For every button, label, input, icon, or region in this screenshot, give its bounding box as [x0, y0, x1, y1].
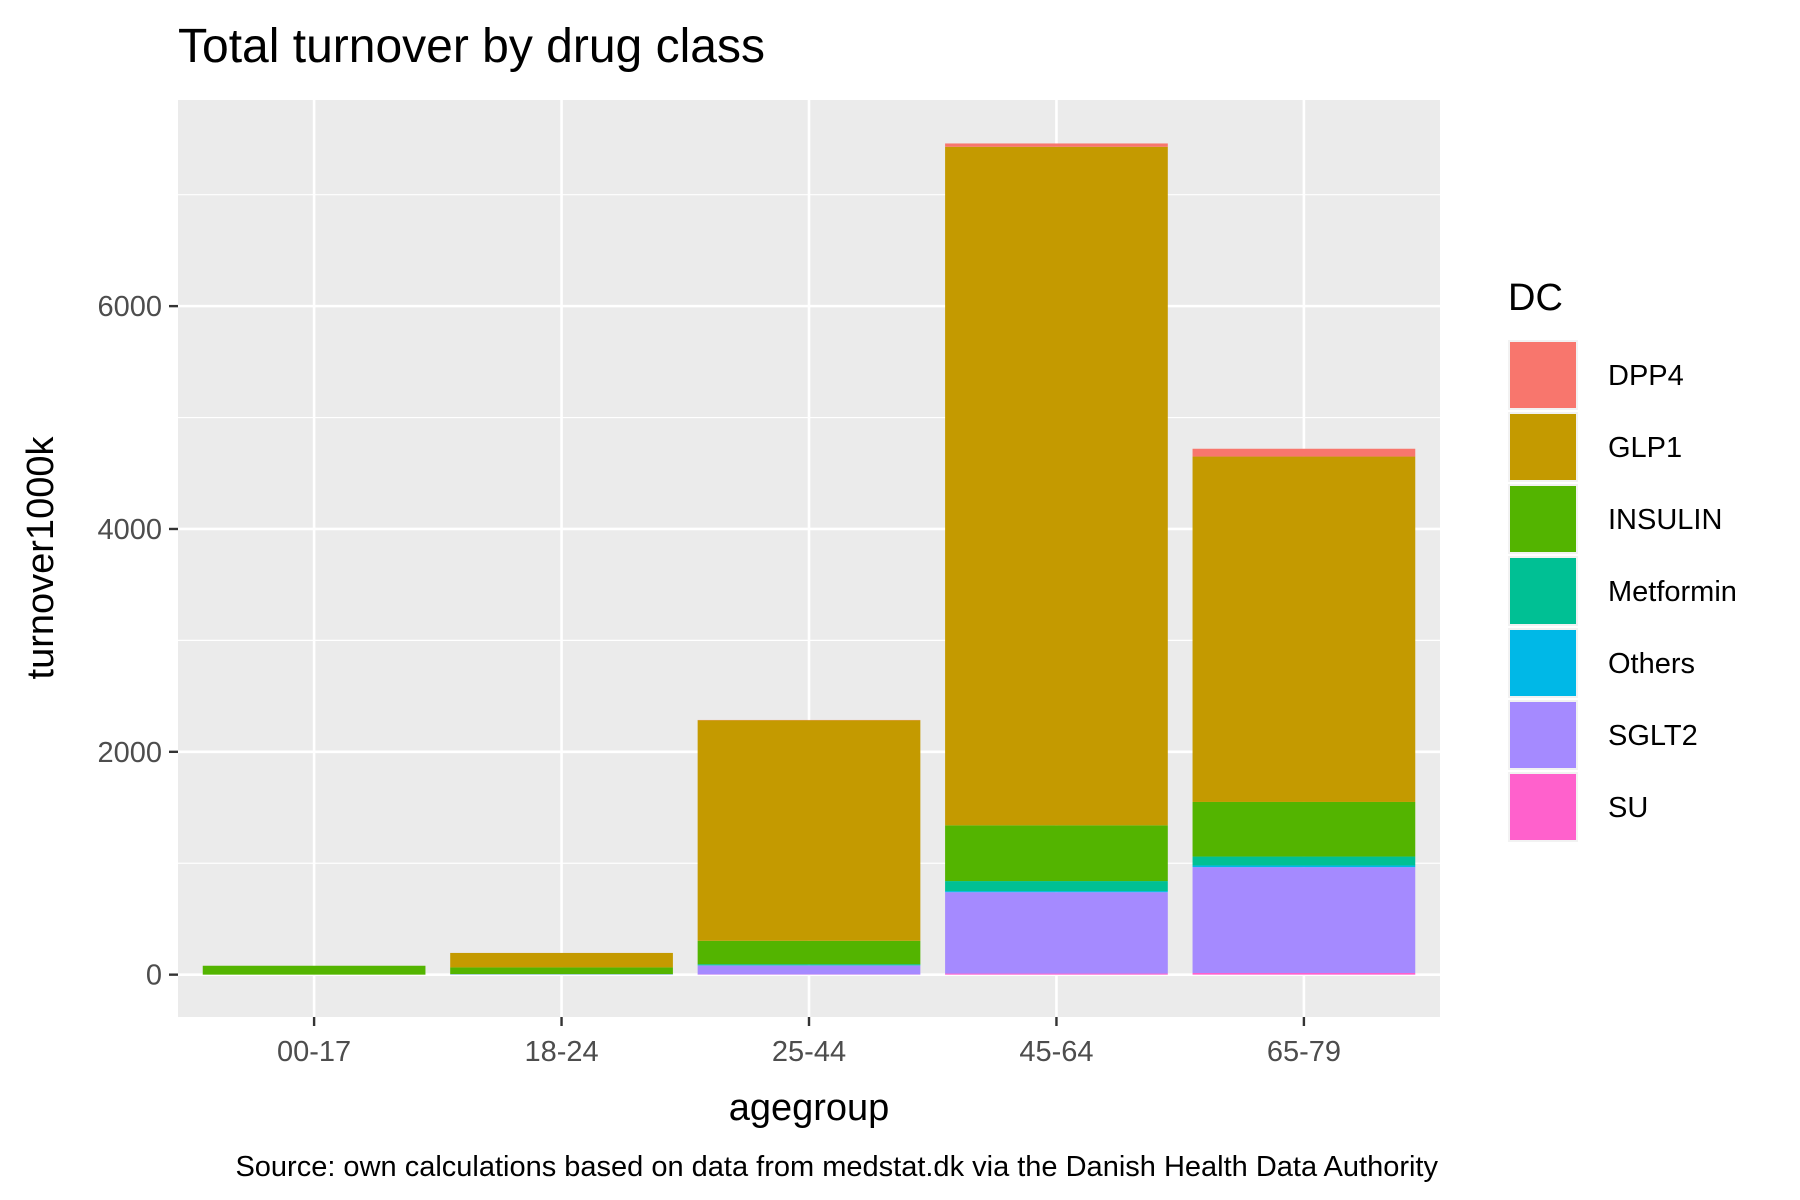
legend-swatch-sglt2	[1510, 702, 1576, 768]
bar-insulin-65-79	[1192, 801, 1416, 857]
bar-dpp4-45-64	[945, 143, 1168, 147]
legend-swatch-su	[1510, 774, 1576, 840]
legend-label-insulin: INSULIN	[1608, 504, 1722, 536]
x-axis-label: agegroup	[729, 1087, 890, 1129]
y-tick-label: 4000	[97, 514, 162, 546]
bar-others-45-64	[945, 891, 1168, 893]
bar-metformin-65-79	[1192, 856, 1416, 866]
bar-glp1-45-64	[945, 146, 1168, 826]
bar-su-45-64	[945, 973, 1168, 975]
y-tick-label: 2000	[97, 737, 162, 769]
legend-label-others: Others	[1608, 648, 1695, 680]
bar-insulin-45-64	[945, 825, 1168, 882]
x-tick-label: 25-44	[772, 1036, 846, 1068]
x-axis: 00-17 18-24 25-44 45-64 65-79	[277, 1017, 1341, 1068]
bar-insulin-25-44	[697, 940, 921, 965]
bar-metformin-25-44	[697, 964, 921, 966]
bar-sglt2-65-79	[1192, 867, 1416, 973]
legend-label-metformin: Metformin	[1608, 576, 1737, 608]
bar-su-65-79	[1192, 972, 1416, 975]
bar-glp1-25-44	[697, 720, 921, 941]
legend: DC DPP4 GLP1 INSULIN Metformin Others SGLT2 SU	[1508, 277, 1737, 842]
legend-label-su: SU	[1608, 792, 1648, 824]
legend-swatch-insulin	[1510, 486, 1576, 552]
legend-swatch-glp1	[1510, 414, 1576, 480]
bar-insulin-00-17	[202, 965, 426, 975]
legend-label-dpp4: DPP4	[1608, 360, 1684, 392]
legend-label-glp1: GLP1	[1608, 432, 1682, 464]
y-tick-label: 6000	[97, 291, 162, 323]
y-axis-label: turnover1000k	[20, 436, 62, 680]
bar-insulin-18-24	[450, 967, 673, 975]
chart-title: Total turnover by drug class	[178, 20, 765, 73]
x-tick-label: 00-17	[277, 1036, 351, 1068]
legend-swatch-others	[1510, 630, 1576, 696]
bars	[202, 143, 1416, 975]
x-tick-label: 65-79	[1267, 1036, 1341, 1068]
legend-swatch-dpp4	[1510, 342, 1576, 408]
y-axis: 0 2000 4000 6000	[97, 291, 178, 992]
bar-glp1-18-24	[450, 952, 673, 968]
x-tick-label: 45-64	[1019, 1036, 1093, 1068]
bar-sglt2-45-64	[945, 892, 1168, 974]
bar-glp1-65-79	[1192, 456, 1416, 802]
x-tick-label: 18-24	[524, 1036, 598, 1068]
bar-dpp4-65-79	[1192, 448, 1416, 457]
legend-title: DC	[1508, 277, 1563, 319]
legend-label-sglt2: SGLT2	[1608, 720, 1698, 752]
bar-others-65-79	[1192, 865, 1416, 868]
y-tick-label: 0	[146, 960, 162, 992]
bar-metformin-45-64	[945, 881, 1168, 892]
legend-swatch-metformin	[1510, 558, 1576, 624]
bar-sglt2-25-44	[697, 965, 921, 975]
chart-caption: Source: own calculations based on data f…	[235, 1151, 1438, 1183]
